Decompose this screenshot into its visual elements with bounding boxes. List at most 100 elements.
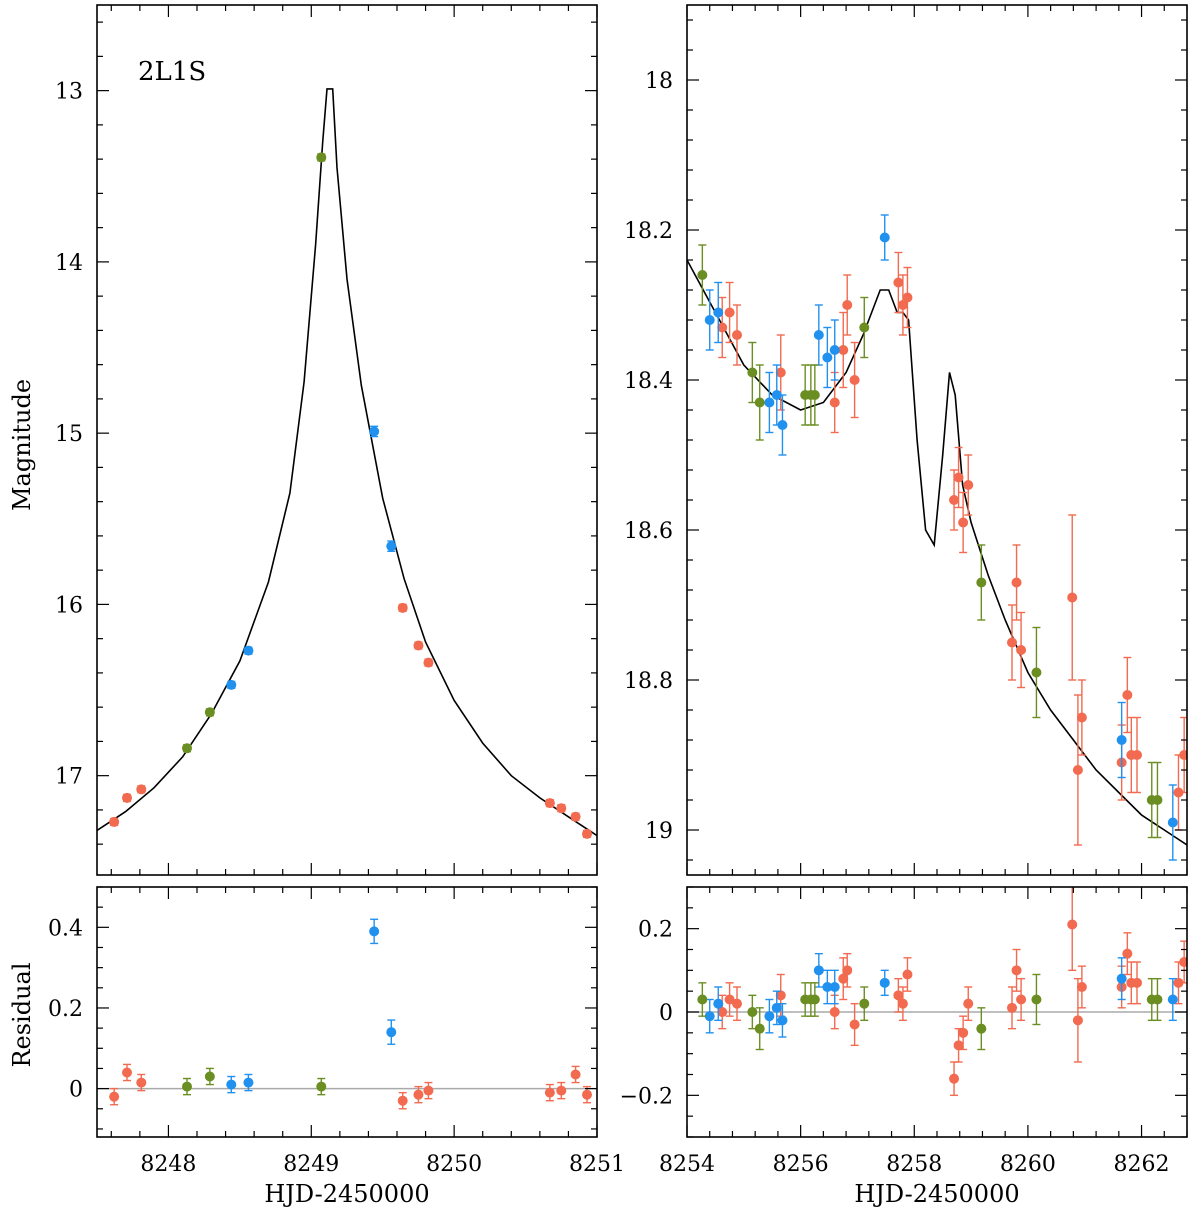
x-tick-label-8260: 8260 [1000, 1152, 1056, 1177]
data-point-red [1173, 754, 1184, 831]
data-point-green [859, 296, 870, 359]
data-point-blue [243, 645, 254, 656]
marker [369, 926, 380, 937]
marker [897, 300, 908, 310]
marker [958, 1027, 969, 1038]
data-point-red [1011, 948, 1022, 992]
data-point-red [838, 957, 849, 1001]
marker [226, 679, 237, 690]
marker [1011, 965, 1022, 976]
data-point-blue [704, 289, 715, 351]
marker [953, 1040, 964, 1051]
data-point-red [1067, 514, 1078, 681]
data-point-blue [704, 998, 715, 1034]
marker [226, 1079, 237, 1090]
data-point-red [423, 657, 434, 668]
data-point-red [1132, 961, 1142, 1005]
marker [754, 397, 765, 408]
data-point-green [976, 1007, 987, 1051]
data-point-red [122, 1063, 132, 1082]
x-tick-label-8256: 8256 [773, 1152, 829, 1177]
marker [136, 784, 147, 795]
marker [122, 1067, 132, 1078]
marker [1076, 712, 1087, 723]
marker [1067, 592, 1078, 603]
marker [1132, 977, 1142, 988]
marker [842, 965, 853, 976]
marker [397, 602, 408, 613]
x-axis-label-right: HJD-2450000 [854, 1180, 1019, 1208]
data-point-red [1007, 604, 1017, 681]
marker [893, 990, 904, 1001]
marker [1116, 735, 1127, 745]
plot-area [97, 918, 597, 1110]
y-axis-label-residual: Residual [8, 962, 36, 1067]
marker [1179, 750, 1187, 760]
marker [316, 152, 327, 163]
data-point-red [958, 1015, 969, 1051]
marker [838, 973, 849, 984]
marker [879, 977, 890, 988]
marker [829, 982, 840, 992]
data-point-green [204, 1067, 215, 1086]
marker [879, 232, 890, 243]
panel-bottom-right-residuals: −0.2 0 0.2 8254 8256 8258 8260 8262 [620, 886, 1188, 1177]
data-point-green [182, 743, 192, 754]
marker [771, 390, 782, 400]
data-point-red [829, 371, 840, 434]
data-point-blue [813, 952, 824, 988]
marker [1016, 994, 1027, 1005]
data-point-red [556, 1081, 567, 1100]
marker [958, 517, 969, 528]
marker [809, 390, 820, 400]
data-point-red [413, 640, 424, 651]
data-point-blue [1116, 957, 1127, 1001]
marker [386, 541, 397, 552]
marker [1122, 948, 1133, 959]
data-point-blue [226, 679, 237, 690]
data-point-blue [713, 986, 724, 1022]
data-point-red [842, 952, 853, 988]
x-tick-label-8249: 8249 [283, 1152, 339, 1177]
data-point-red [1007, 986, 1017, 1030]
marker [713, 998, 724, 1009]
y-tick-label-19: 19 [645, 819, 673, 844]
data-point-blue [771, 364, 782, 426]
marker [829, 345, 840, 355]
marker [822, 982, 833, 992]
marker [704, 1011, 715, 1022]
marker [902, 292, 913, 303]
marker [764, 397, 775, 408]
data-point-green [316, 1077, 327, 1096]
marker [809, 994, 820, 1005]
data-point-red [582, 828, 592, 839]
data-point-red [842, 274, 853, 336]
y-tick-label-15: 15 [55, 422, 83, 447]
marker [109, 816, 120, 827]
data-point-red [582, 1085, 592, 1104]
y-tick-label-0p4: 0.4 [48, 916, 83, 941]
marker [243, 645, 254, 656]
y-tick-label-16: 16 [55, 593, 83, 618]
data-point-red [724, 281, 735, 344]
marker [717, 1007, 728, 1017]
plot-area [687, 214, 1187, 861]
marker [413, 640, 424, 651]
axes-frame [96, 886, 598, 1138]
panel-top-left-light-curve: 13 14 15 16 17 [55, 4, 598, 876]
y-tick-label-18p2: 18.2 [624, 219, 673, 244]
data-point-red [109, 816, 120, 827]
y-tick-label-18p4: 18.4 [624, 369, 673, 394]
marker [1016, 645, 1027, 655]
data-point-green [754, 1007, 765, 1051]
marker [582, 828, 592, 839]
data-point-blue [1167, 977, 1178, 1022]
marker [747, 1007, 758, 1017]
marker [859, 998, 870, 1009]
marker [949, 1073, 960, 1084]
x-tick-label-8250: 8250 [426, 1152, 482, 1177]
marker [413, 1089, 424, 1100]
data-point-red [1011, 544, 1022, 621]
data-point-red [1179, 716, 1187, 794]
marker [775, 367, 786, 378]
